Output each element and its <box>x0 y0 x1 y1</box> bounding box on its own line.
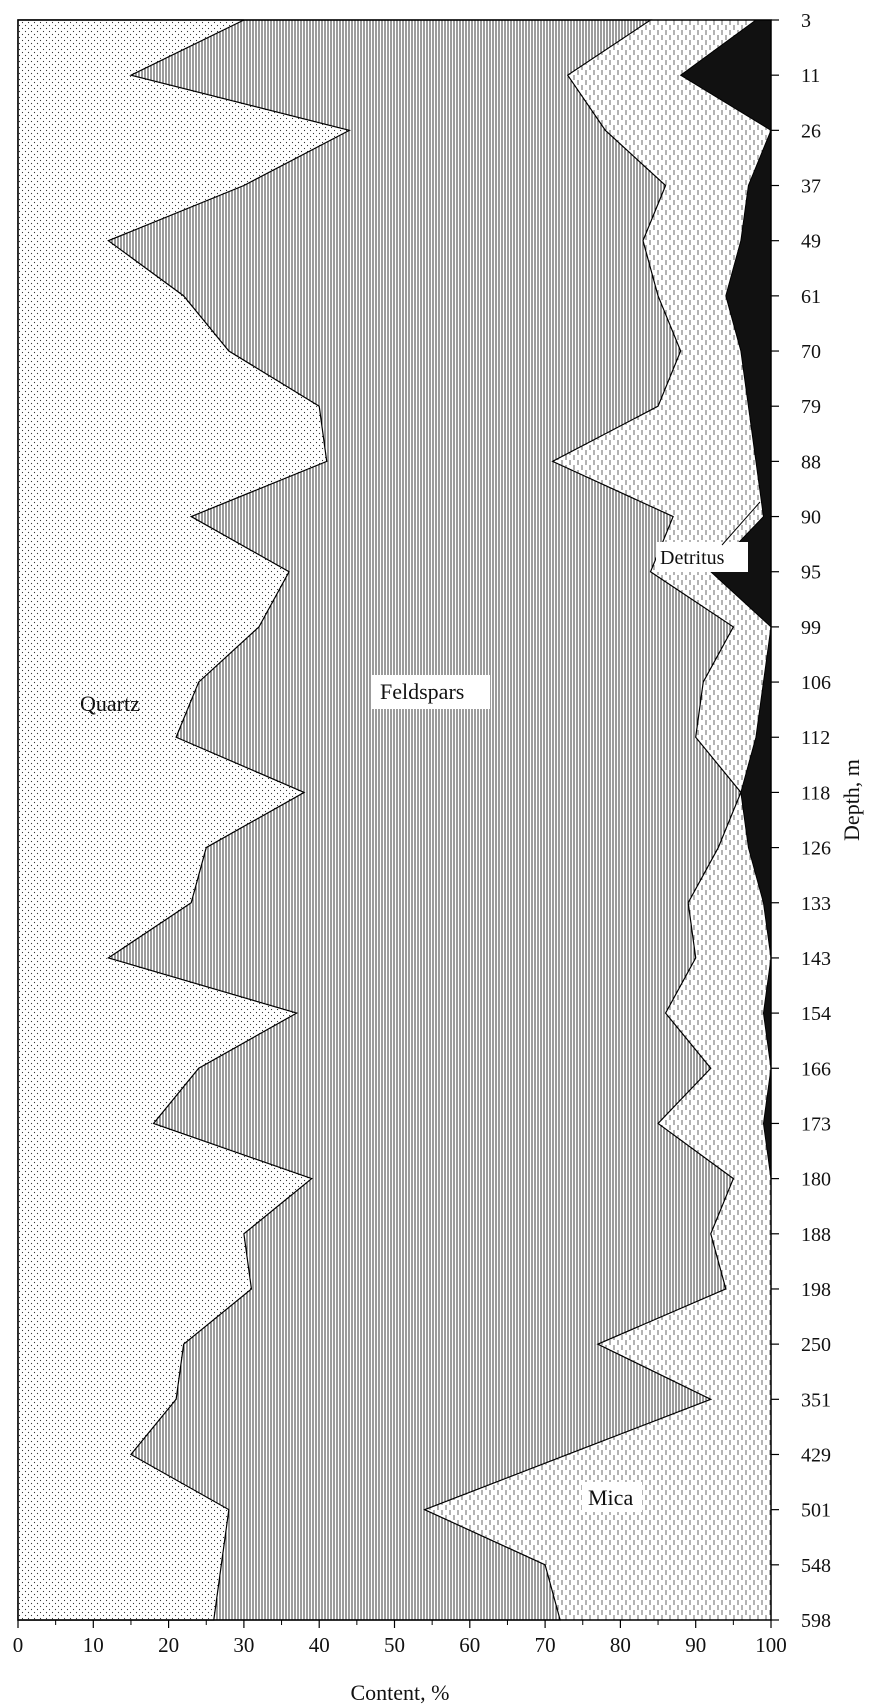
y-tick-label: 112 <box>801 727 830 749</box>
x-tick-label: 40 <box>309 1633 330 1657</box>
y-tick-label: 88 <box>801 451 821 473</box>
x-tick-label: 10 <box>83 1633 104 1657</box>
x-axis-title: Content, % <box>351 1680 450 1705</box>
y-axis-title: Depth, m <box>839 759 864 841</box>
y-tick-label: 99 <box>801 617 821 639</box>
y-axis: 3 11 26 37 49 61 70 79 88 90 95 99 106 112 118 126 133 14… <box>771 10 831 1632</box>
x-tick-label: 20 <box>158 1633 179 1657</box>
x-tick-label: 100 <box>755 1633 787 1657</box>
x-axis: 0 10 20 30 40 50 60 70 80 90 100 <box>13 1620 787 1657</box>
y-tick-label: 95 <box>801 562 821 584</box>
y-tick-label: 79 <box>801 396 821 418</box>
series-label-mica-bg <box>582 1482 642 1512</box>
y-tick-label: 106 <box>801 672 831 694</box>
y-tick-label: 118 <box>801 782 830 804</box>
y-tick-label: 154 <box>801 1003 831 1025</box>
y-tick-label: 250 <box>801 1334 831 1356</box>
detritus-leader-line <box>721 501 761 546</box>
y-tick-label: 180 <box>801 1169 831 1191</box>
x-tick-label: 60 <box>459 1633 480 1657</box>
y-tick-label: 90 <box>801 507 821 529</box>
y-tick-label: 548 <box>801 1555 831 1577</box>
series-label-feldspars-bg <box>372 675 490 709</box>
y-tick-label: 3 <box>801 10 811 32</box>
y-tick-label: 598 <box>801 1610 831 1632</box>
y-tick-label: 351 <box>801 1389 831 1411</box>
y-tick-label: 429 <box>801 1444 831 1466</box>
x-tick-label: 90 <box>685 1633 706 1657</box>
y-tick-label: 61 <box>801 286 821 308</box>
y-tick-label: 26 <box>801 120 821 142</box>
series-label-mica: Mica <box>588 1485 633 1510</box>
area-layers <box>17 19 772 1621</box>
series-label-feldspars: Feldspars <box>380 679 464 704</box>
y-tick-label: 11 <box>801 65 820 87</box>
y-tick-label: 173 <box>801 1113 831 1135</box>
y-tick-label: 37 <box>801 176 821 198</box>
x-tick-label: 30 <box>233 1633 254 1657</box>
series-label-detritus-bg <box>656 542 748 572</box>
x-tick-label: 0 <box>13 1633 24 1657</box>
y-tick-label: 126 <box>801 838 831 860</box>
series-label-detritus: Detritus <box>660 547 725 569</box>
y-tick-label: 143 <box>801 948 831 970</box>
y-tick-label: 70 <box>801 341 821 363</box>
y-tick-label: 49 <box>801 231 821 253</box>
y-tick-label: 166 <box>801 1058 831 1080</box>
y-tick-label: 188 <box>801 1224 831 1246</box>
x-tick-label: 70 <box>535 1633 556 1657</box>
y-tick-label: 133 <box>801 893 831 915</box>
series-label-quartz: Quartz <box>80 691 140 716</box>
y-tick-label: 501 <box>801 1500 831 1522</box>
y-tick-label: 198 <box>801 1279 831 1301</box>
x-tick-label: 50 <box>384 1633 405 1657</box>
x-tick-label: 80 <box>610 1633 631 1657</box>
